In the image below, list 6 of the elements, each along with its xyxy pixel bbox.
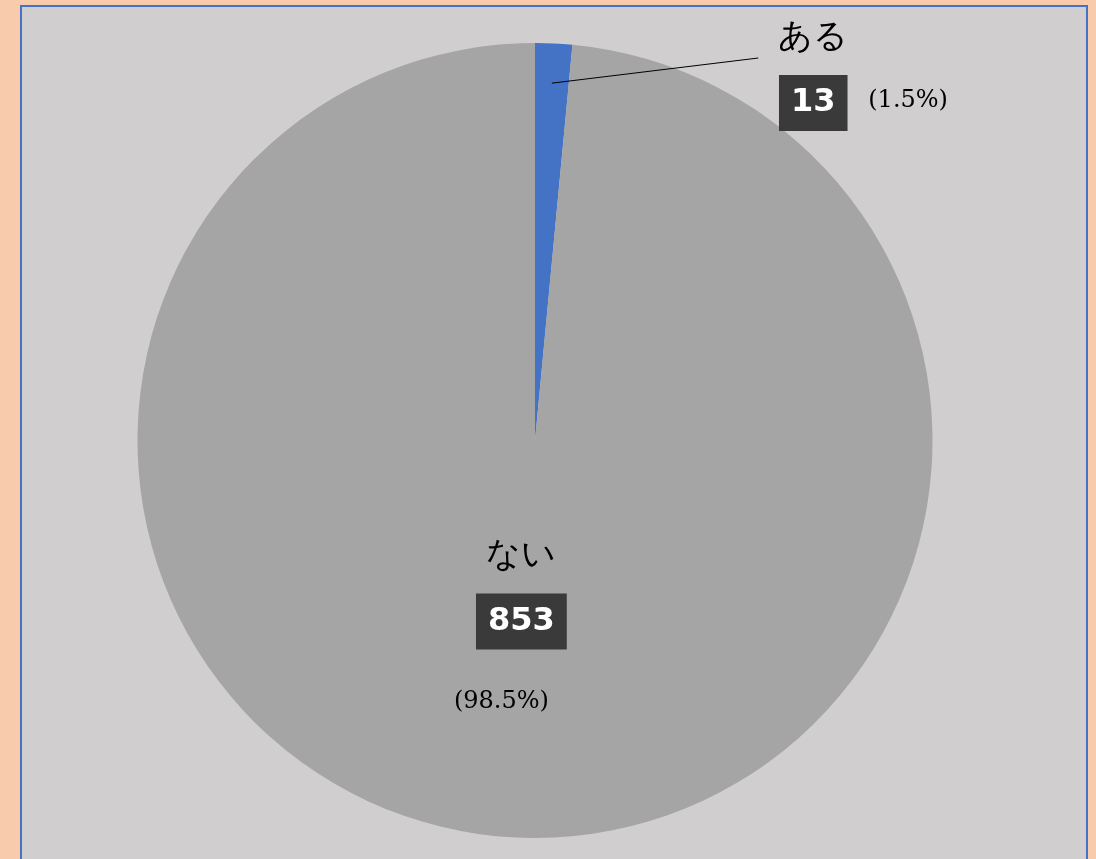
data-label: 13 (790, 81, 836, 120)
slice-label: ある (778, 14, 849, 55)
text: (1.5%) (868, 85, 948, 114)
data-label: 853 (487, 599, 555, 638)
text: (98.5%) (453, 685, 549, 714)
slice-label: ない (486, 533, 557, 574)
